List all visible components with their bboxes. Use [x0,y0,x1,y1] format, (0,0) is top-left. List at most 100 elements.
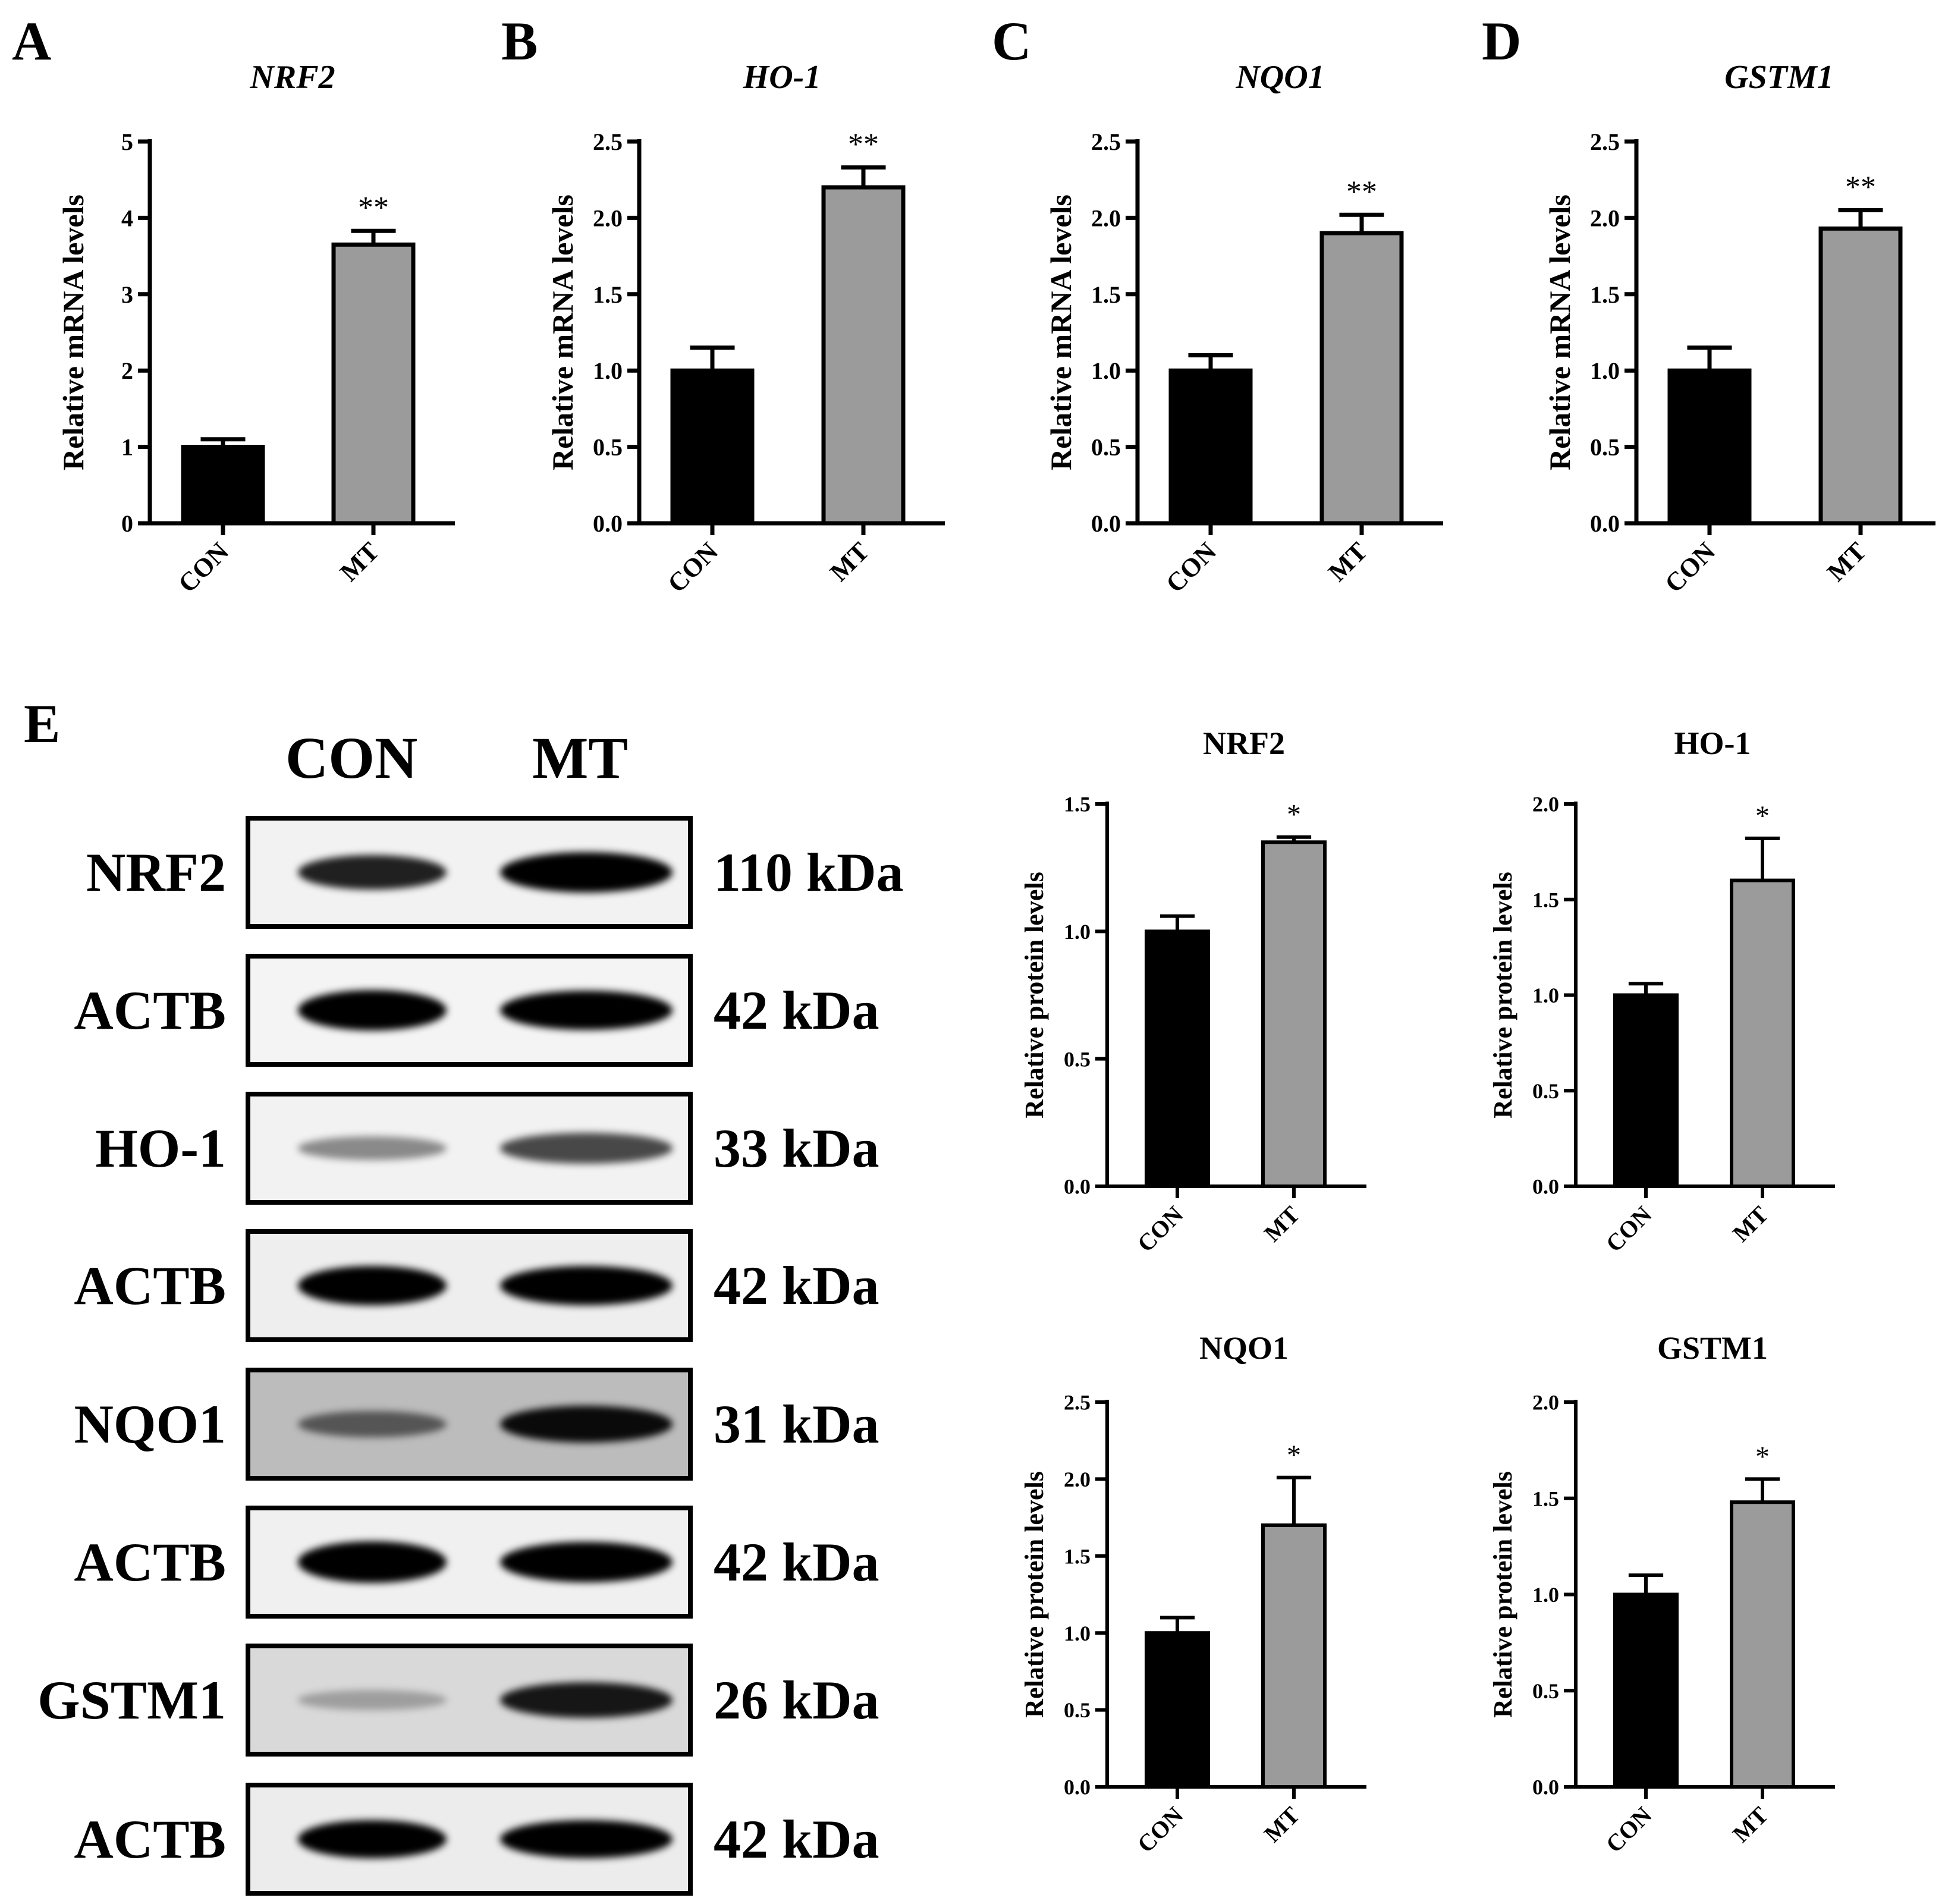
x-tick-label-c-mt: MT [1322,536,1373,587]
blot-strip-gstm1 [246,1644,693,1757]
y-tick-label-e2: 1.0 [1532,984,1559,1007]
panel-letter-e: E [24,693,60,754]
blot-kda-label: 42 kDa [714,1532,879,1592]
y-tick-label-e2: 2.0 [1532,793,1559,816]
chart-title-e1: NRF2 [1203,725,1285,761]
y-tick-label-e4: 0.0 [1532,1776,1559,1799]
blot-strip-nqo1 [246,1368,693,1481]
blot-protein-label: GSTM1 [37,1670,226,1730]
blot-lane-header-mt: MT [532,725,629,791]
blot-protein-label: ACTB [74,1809,226,1870]
x-tick-label-c-con: CON [1160,536,1222,598]
y-tick-label-c: 1.0 [1091,357,1121,384]
bar-e1-mt [1261,840,1327,1189]
blot-strip-actb [246,1783,693,1896]
chart-title-d: GSTM1 [1724,59,1834,96]
x-tick-label-d-mt: MT [1821,536,1872,587]
panel-letter-c: C [992,11,1031,71]
x-tick-label-e3-con: CON [1132,1801,1189,1858]
bar-c-mt [1319,231,1404,526]
panel-letter-a: A [12,11,51,71]
blot-protein-label: NRF2 [86,842,226,903]
bar-d-mt [1818,226,1903,526]
y-tick-label-b: 0.5 [593,434,623,461]
blot-band-con [298,1690,447,1710]
blot-strip-actb [246,954,693,1067]
bar-e4-con [1613,1592,1679,1789]
blot-band-mt [500,1541,673,1583]
y-axis-label-e3: Relative protein levels [1020,1471,1049,1718]
y-tick-label-e2: 0.0 [1532,1175,1559,1199]
bar-b-con [670,368,755,526]
blot-protein-label: ACTB [74,980,226,1041]
y-tick-label-d: 0.5 [1590,434,1620,461]
y-tick-label-a: 3 [121,281,133,308]
y-tick-label-b: 1.0 [593,357,623,384]
x-tick-label-e2-con: CON [1601,1201,1657,1257]
blot-band-con [298,1541,447,1583]
blot-strip-actb [246,1229,693,1342]
y-tick-label-e2: 0.5 [1532,1079,1559,1103]
western-blot-panel: CON MT NRF2 110 kDa ACTB 42 kDa HO-1 33 kDa AC… [0,0,963,1904]
chart-title-a: NRF2 [249,59,335,96]
y-tick-label-e3: 0.0 [1064,1776,1091,1799]
blot-band-con [298,854,447,890]
chart-title-e2: HO-1 [1674,725,1751,761]
y-tick-label-b: 0.0 [593,510,623,537]
significance-e1-mt: * [1287,799,1301,831]
blot-band-con [298,1820,447,1859]
y-axis-label-c: Relative mRNA levels [1044,194,1077,470]
blot-strip-actb [246,1506,693,1619]
y-tick-label-e3: 0.5 [1064,1698,1091,1722]
y-tick-label-e1: 1.0 [1064,920,1091,944]
bar-e3-mt [1261,1523,1327,1789]
panel-letter-d: D [1482,11,1521,71]
blot-band-mt [500,852,673,893]
y-tick-label-a: 2 [121,357,133,384]
blot-protein-label: ACTB [74,1255,226,1316]
y-tick-label-b: 2.5 [593,128,623,155]
y-tick-label-e3: 2.0 [1064,1468,1091,1491]
y-tick-label-c: 2.5 [1091,128,1121,155]
blot-kda-label: 42 kDa [714,1255,879,1316]
y-tick-label-a: 0 [121,510,133,537]
blot-kda-label: 42 kDa [714,980,879,1041]
y-axis-label-a: Relative mRNA levels [56,194,90,470]
y-tick-label-e3: 1.0 [1064,1622,1091,1645]
y-tick-label-e4: 0.5 [1532,1679,1559,1703]
bar-b-mt [821,185,906,526]
bar-e2-con [1613,993,1679,1188]
y-axis-label-b: Relative mRNA levels [546,194,579,470]
x-tick-label-e1-mt: MT [1259,1201,1305,1247]
x-tick-label-e4-mt: MT [1727,1801,1774,1848]
blot-band-mt [500,1266,673,1305]
y-tick-label-e1: 0.0 [1064,1175,1091,1199]
x-tick-label-e1-con: CON [1132,1201,1189,1257]
significance-e2-mt: * [1755,800,1770,832]
y-axis-label-d: Relative mRNA levels [1543,194,1576,470]
y-tick-label-e3: 2.5 [1064,1391,1091,1415]
significance-b-mt: ** [848,128,879,162]
significance-e3-mt: * [1287,1440,1301,1471]
x-tick-label-e2-mt: MT [1727,1201,1774,1247]
bar-e2-mt [1730,878,1795,1188]
blot-protein-label: ACTB [74,1532,226,1592]
significance-d-mt: ** [1845,171,1876,205]
y-tick-label-b: 2.0 [593,205,623,231]
y-tick-label-a: 1 [121,434,133,461]
blot-band-mt [500,1820,673,1859]
y-tick-label-e4: 1.0 [1532,1583,1559,1607]
blot-protein-label: HO-1 [95,1118,226,1179]
y-tick-label-e3: 1.5 [1064,1544,1091,1568]
blot-protein-label: NQO1 [74,1394,226,1454]
chart-title-e4: GSTM1 [1657,1330,1768,1366]
y-tick-label-d: 2.0 [1590,205,1620,231]
y-tick-label-e1: 0.5 [1064,1047,1091,1071]
y-tick-label-c: 0.0 [1091,510,1121,537]
y-tick-label-c: 1.5 [1091,281,1121,308]
blot-kda-label: 110 kDa [714,842,904,903]
y-tick-label-c: 0.5 [1091,434,1121,461]
x-tick-label-e3-mt: MT [1259,1801,1305,1848]
bar-d-con [1667,368,1752,526]
bar-e4-mt [1730,1500,1795,1789]
